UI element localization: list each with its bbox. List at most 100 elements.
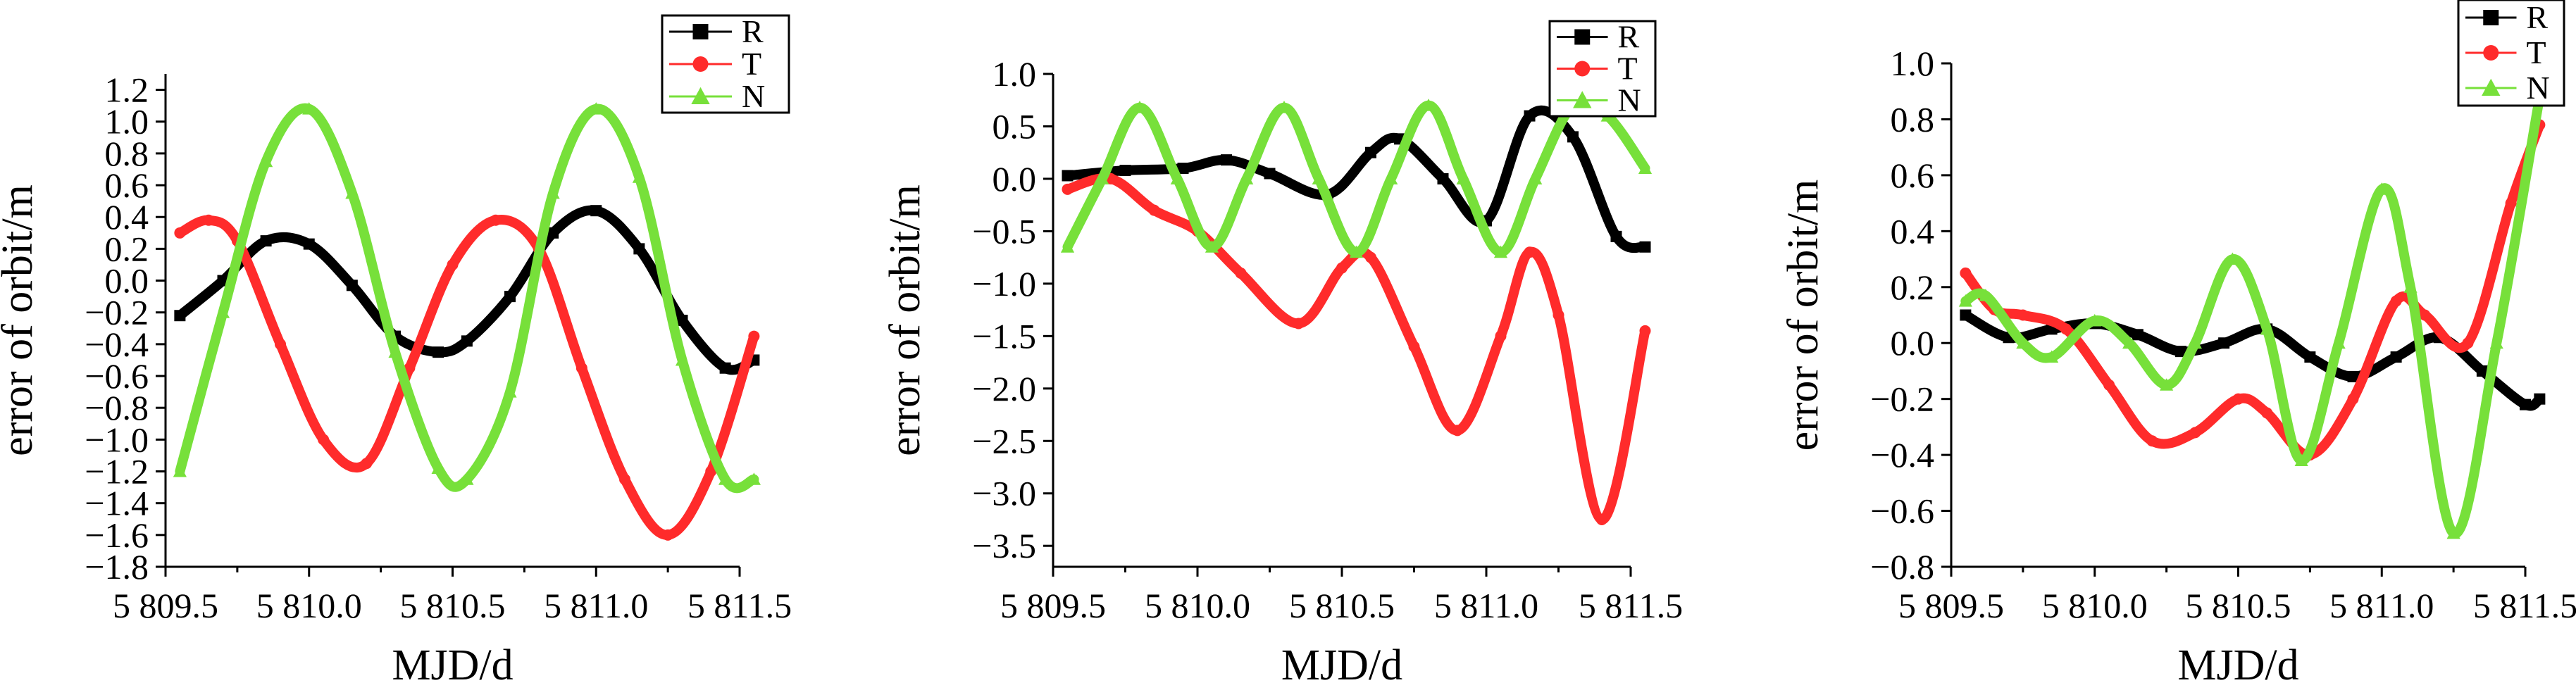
data-point (1365, 251, 1376, 263)
data-point (1095, 172, 1109, 184)
data-point (361, 458, 373, 470)
data-point (1596, 513, 1607, 525)
data-point (2261, 407, 2273, 419)
x-tick-label: 5 811.5 (687, 586, 792, 625)
data-point (1235, 267, 1247, 279)
x-tick-label: 5 809.5 (1000, 586, 1106, 625)
data-point (2088, 313, 2102, 327)
y-tick-label: 0.6 (105, 165, 149, 205)
data-point (1365, 146, 1376, 158)
data-point (345, 186, 359, 199)
series-line-T (175, 214, 759, 540)
x-axis-label: MJD/d (392, 641, 513, 689)
x-tick-label: 5 811.0 (1434, 586, 1538, 625)
data-point (1264, 168, 1276, 180)
data-point (1277, 101, 1291, 113)
data-point (1060, 240, 1075, 253)
data-point (705, 465, 717, 477)
data-point (1170, 172, 1184, 184)
y-tick-label: −1.0 (85, 420, 149, 459)
y-tick-label: −1.6 (85, 515, 149, 555)
data-point (404, 362, 416, 374)
data-point (1529, 172, 1543, 184)
data-point (1421, 99, 1436, 111)
data-point (2520, 399, 2531, 410)
data-point (2534, 393, 2546, 405)
data-point (1639, 325, 1651, 337)
data-point (2347, 370, 2359, 382)
y-tick-label: 0.4 (1891, 211, 1935, 251)
axes (164, 74, 740, 568)
data-point (1148, 204, 1160, 216)
data-point (2060, 323, 2072, 335)
chart-1: 5 809.5 5 810.0 5 810.5 5 811.0 5 811.5−1.8−… (0, 13, 792, 689)
legend: RTN (1548, 19, 1657, 118)
legend-swatch-marker (2483, 10, 2499, 25)
data-point (662, 529, 674, 541)
legend-label: R (1618, 19, 1640, 55)
data-point (1639, 241, 1651, 253)
data-point (2218, 337, 2230, 349)
data-point (203, 214, 215, 226)
data-point (2225, 252, 2239, 265)
data-point (2419, 309, 2431, 321)
data-point (346, 280, 358, 291)
y-tick-label: −1.5 (972, 316, 1036, 356)
data-point (318, 434, 330, 446)
series-N (173, 102, 761, 494)
x-tick-label: 5 809.5 (1898, 586, 2004, 625)
y-tick-label: 0.8 (105, 134, 149, 173)
series-N (1060, 96, 1653, 258)
data-point (747, 472, 761, 485)
data-point (2332, 336, 2346, 349)
y-tick-label: 0.0 (1891, 323, 1935, 363)
data-point (676, 315, 688, 326)
data-point (2390, 351, 2402, 363)
data-point (1062, 183, 1074, 195)
y-tick-label: 0.6 (1891, 156, 1935, 195)
data-point (2103, 379, 2115, 391)
data-point (2160, 378, 2174, 391)
data-point (2146, 435, 2158, 447)
data-point (1567, 131, 1579, 143)
data-point (1205, 240, 1219, 253)
series-R (1062, 105, 1651, 253)
y-tick-label: 0.4 (105, 197, 149, 237)
legend-swatch-marker (691, 87, 710, 104)
data-point (575, 362, 587, 374)
legend-label: N (742, 78, 765, 114)
y-tick-label: −1.0 (972, 264, 1036, 303)
data-point (719, 362, 731, 374)
data-point (2390, 295, 2402, 307)
legend-swatch-marker (2483, 45, 2499, 61)
data-point (1293, 318, 1305, 330)
data-point (547, 227, 559, 239)
y-tick-label: −0.2 (1870, 380, 1934, 419)
data-point (2489, 336, 2503, 349)
y-tick-label: 1.2 (105, 70, 149, 110)
data-point (1437, 172, 1449, 184)
y-tick-label: −0.4 (85, 325, 149, 364)
data-point (1610, 230, 1622, 242)
data-point (2505, 197, 2517, 209)
data-point (431, 461, 445, 474)
data-point (1553, 309, 1564, 321)
data-point (2175, 346, 2186, 358)
y-tick-label: −0.2 (85, 293, 149, 332)
data-point (1177, 163, 1189, 175)
y-tick-label: 1.0 (105, 102, 149, 142)
y-tick-label: −2.0 (972, 369, 1036, 408)
data-point (1958, 294, 1972, 307)
data-point (590, 205, 602, 217)
data-point (388, 345, 402, 358)
y-tick-label: 0.5 (993, 106, 1037, 146)
data-point (632, 170, 646, 183)
data-point (2260, 322, 2274, 335)
data-point (275, 338, 286, 350)
x-tick-label: 5 810.5 (2186, 586, 2291, 625)
legend-swatch-marker (1574, 61, 1591, 77)
data-point (173, 464, 187, 477)
y-tick-label: 0.2 (1891, 268, 1935, 307)
x-axis-label: MJD/d (1281, 641, 1402, 689)
legend-label: T (1618, 51, 1638, 87)
